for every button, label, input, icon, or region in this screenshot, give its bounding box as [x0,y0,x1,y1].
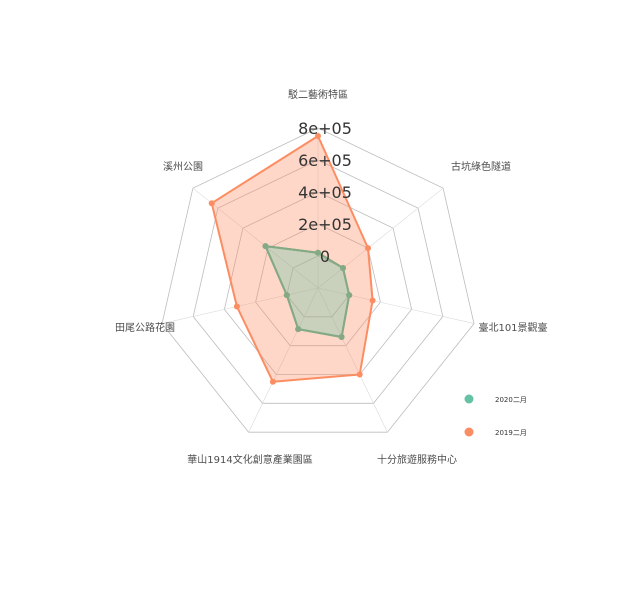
series-area-2019 [211,136,373,382]
radar-grid [161,127,475,433]
data-point-2019-4 [269,378,276,385]
grid-spoke-3 [317,287,388,433]
data-point-outline-2020-0 [315,249,321,256]
data-point-2019-1 [365,245,371,252]
axis-label-4: 華山1914文化創意產業園區 [187,453,312,466]
data-point-outline-2020-3 [338,334,345,340]
legend-key-1 [464,427,474,437]
data-point-2019-5 [233,303,240,310]
axis-label-6: 溪州公園 [163,161,203,173]
legend: 2020二月 2019二月 [464,394,527,437]
grid-spoke-4 [248,287,319,433]
legend-label-1: 2019二月 [495,429,527,437]
series-outline-2020 [264,245,351,338]
tick-label-2: 4e+05 [298,183,352,202]
data-point-outline-2020-5 [283,292,290,299]
legend-key-0 [464,394,474,404]
grid-spoke-5 [161,287,319,324]
data-point-2019-3 [356,371,363,378]
grid-ring-1 [255,223,381,347]
radial-tick-labels: 0 2e+05 4e+05 6e+05 8e+05 [298,119,352,266]
radar-series [208,133,376,385]
data-point-2019-2 [369,297,376,304]
grid-spoke-1 [317,187,444,289]
axis-label-2: 臺北101景觀臺 [478,321,547,334]
tick-label-4: 8e+05 [298,119,352,138]
grid-ring-4 [161,127,475,433]
data-point-outline-2020-1 [340,265,346,271]
axis-label-1: 古坑綠色隧道 [451,160,511,173]
series-line-2019 [210,135,374,383]
tick-label-3: 6e+05 [298,151,352,170]
axis-label-0: 駁二藝術特區 [288,88,348,101]
axis-label-5: 田尾公路花園 [115,321,175,334]
data-point-2019-6 [208,200,215,207]
data-point-outline-2020-4 [295,326,302,333]
tick-label-1: 2e+05 [298,215,352,234]
grid-spoke-2 [317,287,475,324]
series-area-2020 [265,246,350,337]
grid-ring-3 [192,159,444,404]
axis-label-3: 十分旅遊服務中心 [377,453,457,466]
legend-label-0: 2020二月 [495,396,527,404]
tick-label-0: 0 [320,247,330,266]
data-point-2019-0 [315,133,321,139]
data-point-outline-2020-6 [262,243,269,250]
grid-ring-2 [223,191,413,375]
data-point-outline-2020-2 [346,292,353,299]
